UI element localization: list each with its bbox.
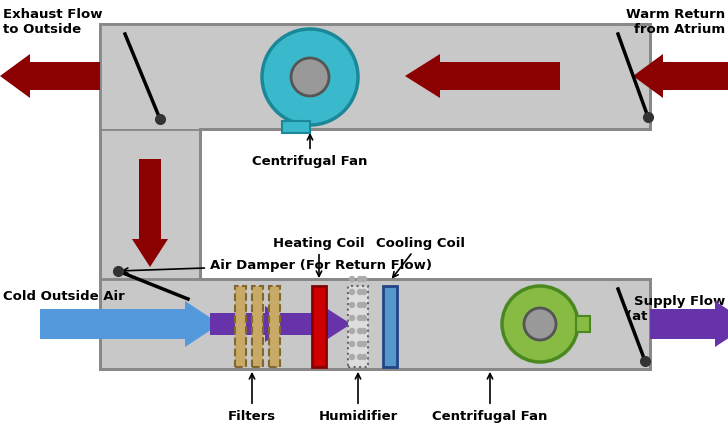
Bar [348,286,368,367]
Circle shape [291,59,329,97]
Bar [100,25,650,130]
Circle shape [262,30,358,126]
Circle shape [349,290,355,295]
Text: Cooling Coil: Cooling Coil [376,237,464,278]
Bar [576,316,590,332]
Circle shape [362,290,366,295]
FancyArrow shape [132,160,168,267]
Bar [252,286,263,367]
Text: Humidifier: Humidifier [318,374,397,422]
Text: Supply Flow
(at set point): Supply Flow (at set point) [626,294,725,322]
Circle shape [357,329,363,334]
Bar [312,286,326,367]
Bar [235,286,246,367]
Circle shape [524,308,556,340]
Circle shape [349,316,355,321]
Circle shape [349,355,355,359]
Bar [383,286,397,367]
Text: Cold Outside Air: Cold Outside Air [3,289,124,302]
Circle shape [362,303,366,308]
Circle shape [349,329,355,334]
Circle shape [357,355,363,359]
Circle shape [502,286,578,362]
Bar [100,130,200,309]
FancyBboxPatch shape [282,122,310,134]
Circle shape [362,316,366,321]
FancyArrow shape [278,306,351,342]
Text: Air Damper (For Return Flow): Air Damper (For Return Flow) [122,258,432,273]
Circle shape [349,277,355,282]
Circle shape [349,303,355,308]
Circle shape [357,277,363,282]
FancyArrow shape [405,55,560,99]
Text: Centrifugal Fan: Centrifugal Fan [432,374,547,422]
Circle shape [362,355,366,359]
Circle shape [357,290,363,295]
FancyArrow shape [0,55,100,99]
Text: Filters: Filters [228,374,276,422]
Circle shape [362,329,366,334]
Bar [100,280,650,369]
Circle shape [349,342,355,347]
Text: Exhaust Flow
to Outside: Exhaust Flow to Outside [3,8,103,36]
Circle shape [357,316,363,321]
Bar [100,25,200,130]
Text: Warm Return
from Atrium: Warm Return from Atrium [626,8,725,36]
Circle shape [362,277,366,282]
FancyArrow shape [40,301,220,347]
FancyArrow shape [650,301,728,347]
Circle shape [357,303,363,308]
Circle shape [357,342,363,347]
FancyArrow shape [633,55,728,99]
Text: Centrifugal Fan: Centrifugal Fan [253,135,368,168]
FancyArrow shape [210,306,293,342]
Circle shape [362,342,366,347]
Text: Heating Coil: Heating Coil [273,237,365,277]
Bar [269,286,280,367]
